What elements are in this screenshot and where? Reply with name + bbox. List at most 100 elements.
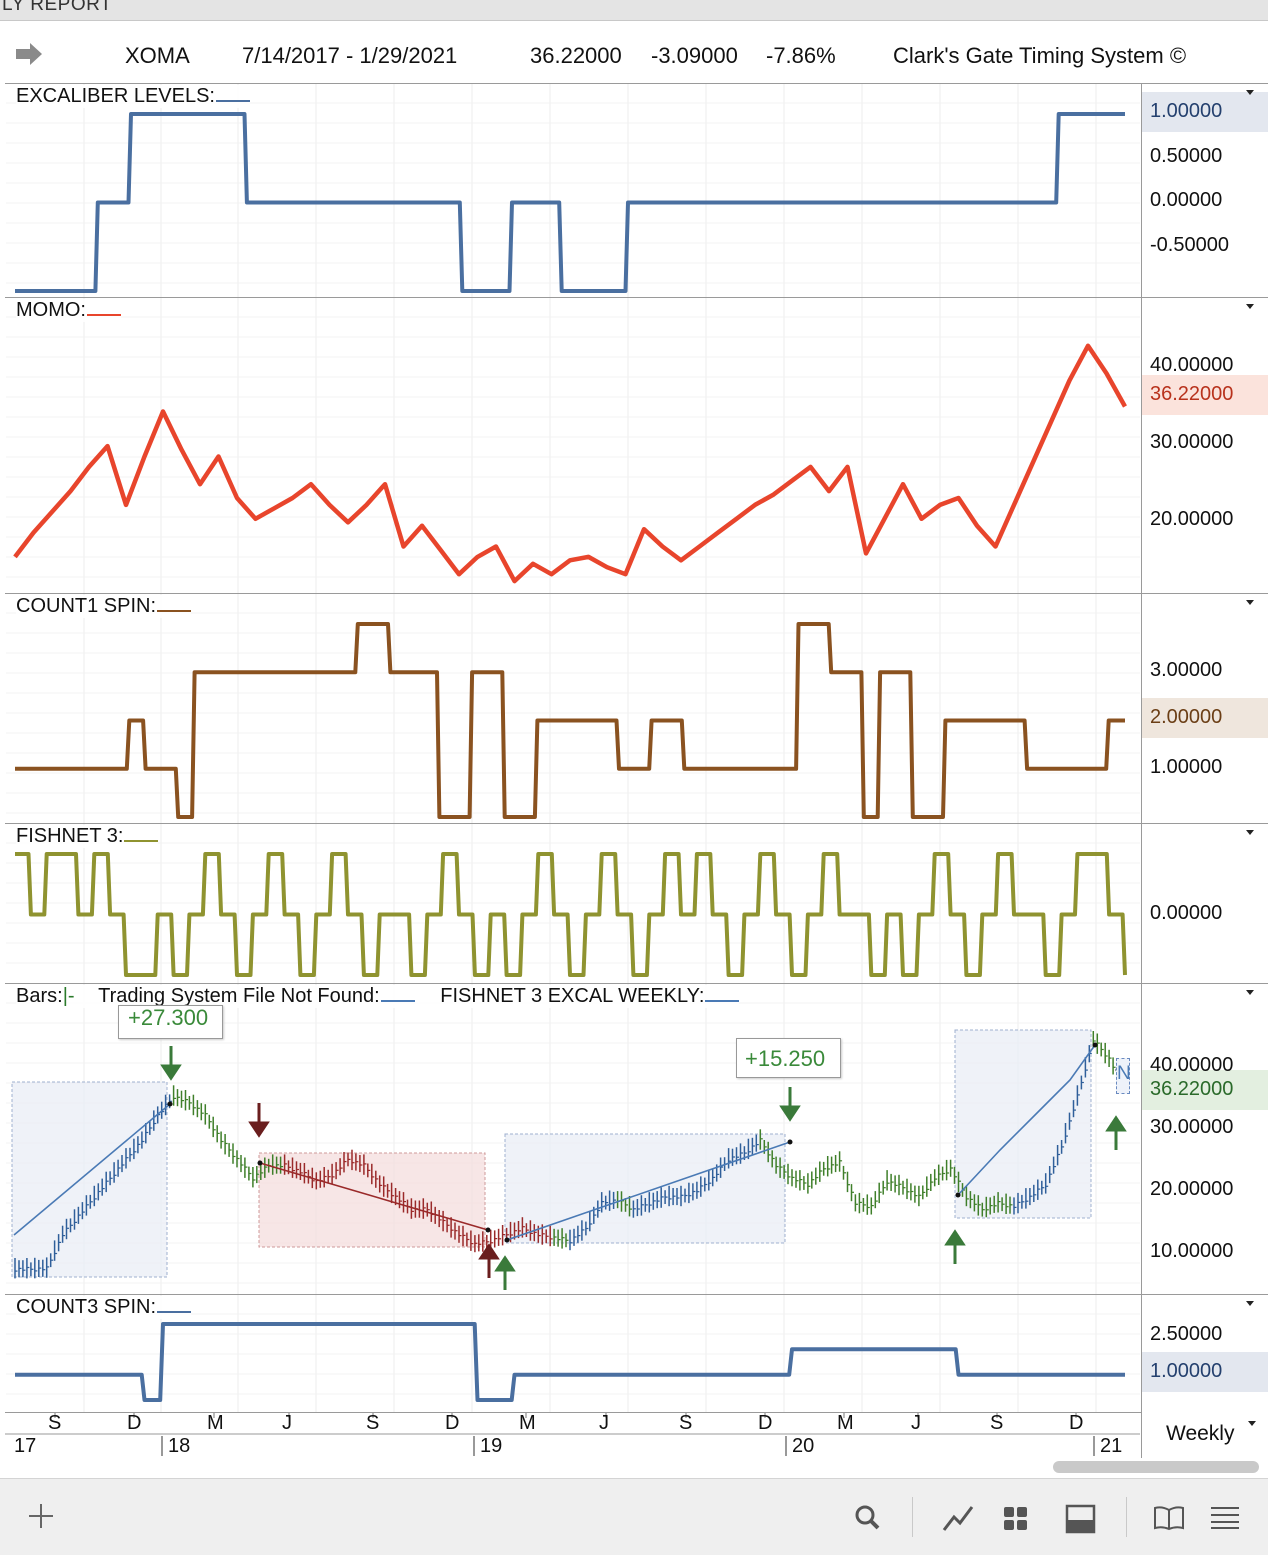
grid-layout-icon[interactable] xyxy=(1002,1505,1030,1533)
momo-tick-1: 40.00000 xyxy=(1150,354,1234,376)
time-axis[interactable] xyxy=(5,1412,1141,1458)
year-label: 19 xyxy=(480,1435,503,1457)
search-icon[interactable] xyxy=(853,1503,881,1531)
year-label: 17 xyxy=(14,1435,37,1457)
excaliber-value-highlight xyxy=(1142,92,1268,132)
trade-box-1 xyxy=(11,1081,168,1278)
trade-point-4 xyxy=(787,1139,793,1145)
month-label: J xyxy=(911,1412,921,1434)
count3-series-line xyxy=(15,1322,1125,1402)
excaliber-menu-caret-icon[interactable] xyxy=(1246,90,1254,95)
date-range: 7/14/2017 - 1/29/2021 xyxy=(242,43,458,68)
year-label: 20 xyxy=(792,1435,815,1457)
excaliber-panel[interactable] xyxy=(5,83,1141,297)
month-label: S xyxy=(990,1412,1004,1434)
bars-tick-4: 10.00000 xyxy=(1150,1240,1234,1262)
trade-point-2 xyxy=(485,1227,491,1233)
fishnet-excal-weekly-label: FISHNET 3 EXCAL WEEKLY: xyxy=(440,985,705,1007)
fishnet-label: FISHNET 3: xyxy=(16,825,159,848)
momo-current-value: 36.22000 xyxy=(1150,383,1234,405)
window-titlebar: LY REPORT xyxy=(0,0,1268,21)
trade-point-3 xyxy=(504,1237,510,1243)
window-title: LY REPORT xyxy=(2,0,113,15)
count3-tick-1: 2.50000 xyxy=(1150,1323,1223,1345)
bars-tick-1: 40.00000 xyxy=(1150,1054,1234,1076)
book-icon[interactable] xyxy=(1153,1505,1185,1531)
menu-icon[interactable] xyxy=(1209,1505,1241,1529)
count3-label-text: COUNT3 SPIN: xyxy=(16,1296,157,1318)
horizontal-scrollbar[interactable] xyxy=(1053,1461,1259,1473)
forward-arrow-icon[interactable] xyxy=(16,41,44,67)
count3-label: COUNT3 SPIN: xyxy=(16,1296,192,1319)
momo-tick-2: 30.00000 xyxy=(1150,431,1234,453)
month-label: S xyxy=(679,1412,693,1434)
trade-box-4 xyxy=(954,1029,1092,1219)
momo-value-highlight xyxy=(1142,375,1268,415)
chart-header: XOMA 7/14/2017 - 1/29/2021 36.22000 -3.0… xyxy=(0,21,1268,83)
bottom-toolbar xyxy=(0,1478,1268,1555)
bars-label-mark: |- xyxy=(62,985,75,1007)
price-change-pct: -7.86% xyxy=(766,43,836,68)
buy-arrow-2 xyxy=(494,1255,516,1290)
period-caret-icon[interactable] xyxy=(1248,1421,1256,1426)
momo-tick-3: 20.00000 xyxy=(1150,508,1234,530)
fishnet-menu-caret-icon[interactable] xyxy=(1246,830,1254,835)
momo-axis[interactable] xyxy=(1141,297,1268,593)
excaliber-label: EXCALIBER LEVELS: xyxy=(16,85,250,108)
fishnet-label-text: FISHNET 3: xyxy=(16,825,124,847)
period-selector[interactable]: Weekly xyxy=(1141,1411,1268,1458)
count1-panel[interactable] xyxy=(5,593,1141,823)
year-label: 18 xyxy=(168,1435,191,1457)
trade-point-6 xyxy=(1092,1042,1098,1048)
count3-menu-caret-icon[interactable] xyxy=(1246,1301,1254,1306)
count3-current-value: 1.00000 xyxy=(1150,1360,1223,1382)
excaliber-tick-3: 0.00000 xyxy=(1150,189,1223,211)
count1-label: COUNT1 SPIN: xyxy=(16,595,192,618)
panel-layout-icon[interactable] xyxy=(1065,1503,1097,1535)
buy-arrow-1 xyxy=(478,1243,500,1278)
gain-callout-1: +27.300 xyxy=(118,1005,223,1039)
month-label: J xyxy=(282,1412,292,1434)
trend-line-1 xyxy=(13,1103,171,1236)
momo-label-text: MOMO: xyxy=(16,299,86,321)
bars-axis[interactable] xyxy=(1141,983,1268,1294)
current-bar-marker: N xyxy=(1116,1058,1131,1094)
month-label: M xyxy=(837,1412,854,1434)
count3-panel[interactable] xyxy=(5,1294,1141,1412)
trading-system-label: Trading System File Not Found: xyxy=(98,985,380,1007)
period-selector-text: Weekly xyxy=(1166,1422,1235,1445)
month-label: M xyxy=(519,1412,536,1434)
count3-value-highlight xyxy=(1142,1352,1268,1392)
month-label: D xyxy=(1069,1412,1084,1434)
bars-value-highlight xyxy=(1142,1070,1268,1110)
month-label: J xyxy=(599,1412,609,1434)
buy-arrow-4 xyxy=(1105,1115,1127,1150)
trade-point-5 xyxy=(955,1192,961,1198)
month-label: D xyxy=(445,1412,460,1434)
momo-label: MOMO: xyxy=(16,299,121,322)
fishnet-axis[interactable] xyxy=(1141,823,1268,983)
buy-arrow-3 xyxy=(944,1229,966,1264)
system-name: Clark's Gate Timing System © xyxy=(893,43,1187,68)
line-chart-icon[interactable] xyxy=(942,1503,974,1533)
fishnet-panel[interactable] xyxy=(5,823,1141,983)
count1-current-value: 2.00000 xyxy=(1150,706,1223,728)
excaliber-tick-4: -0.50000 xyxy=(1150,234,1229,256)
momo-panel[interactable] xyxy=(5,297,1141,593)
excaliber-label-text: EXCALIBER LEVELS: xyxy=(16,85,215,107)
count1-series-line xyxy=(15,622,1125,819)
momo-menu-caret-icon[interactable] xyxy=(1246,304,1254,309)
bars-menu-caret-icon[interactable] xyxy=(1246,990,1254,995)
fishnet-series-line xyxy=(15,852,1127,977)
count1-label-text: COUNT1 SPIN: xyxy=(16,595,157,617)
bars-panel[interactable] xyxy=(5,983,1141,1294)
excaliber-tick-1: 1.00000 xyxy=(1150,100,1223,122)
gain-callout-2-text: +15.250 xyxy=(745,1046,826,1071)
sell-arrow-1 xyxy=(160,1046,182,1081)
month-label: S xyxy=(48,1412,62,1434)
bars-tick-2: 30.00000 xyxy=(1150,1116,1234,1138)
count1-menu-caret-icon[interactable] xyxy=(1246,600,1254,605)
add-icon[interactable] xyxy=(26,1501,56,1531)
gain-callout-1-text: +27.300 xyxy=(128,1005,209,1030)
